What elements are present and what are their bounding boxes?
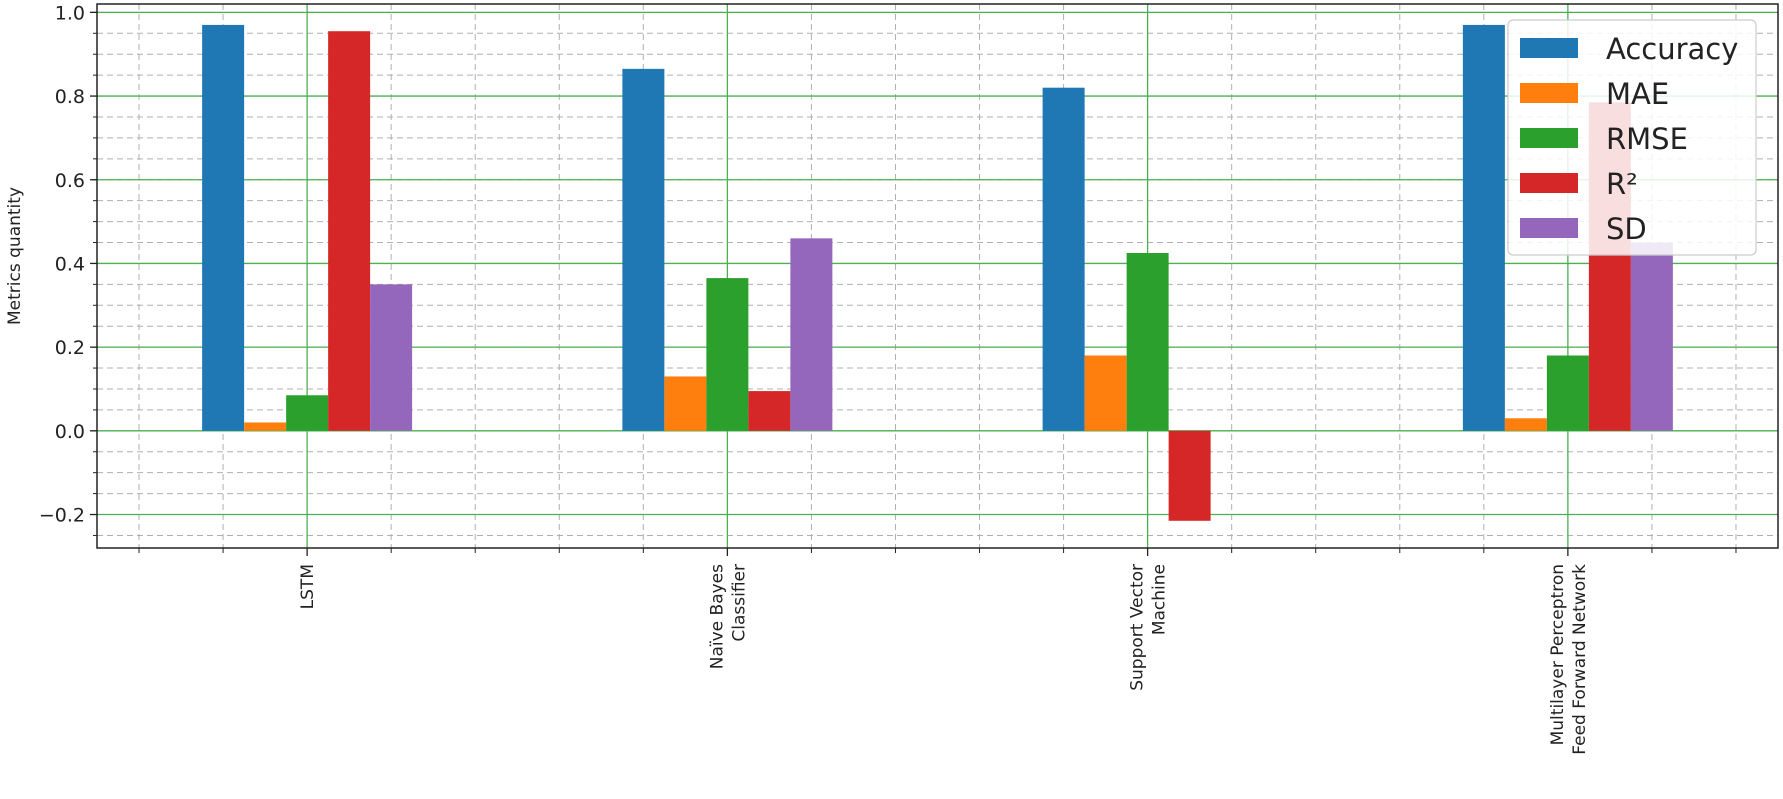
- y-tick-label: 0.0: [55, 421, 85, 443]
- x-tick-label-line: Machine: [1150, 564, 1170, 635]
- legend: Accuracy MAE RMSE R² SD: [1507, 19, 1757, 256]
- y-axis-title: Metrics quantity: [5, 187, 25, 325]
- x-tick-label-line: Support Vector: [1128, 564, 1148, 691]
- y-tick-label: 0.2: [55, 337, 85, 359]
- y-tick-label: 0.4: [55, 253, 85, 275]
- bar-rmse: [706, 278, 749, 431]
- bar-r: [748, 391, 791, 431]
- plot-frame: [96, 3, 1779, 549]
- bar-rmse: [1126, 252, 1169, 431]
- legend-swatch: [1520, 173, 1578, 193]
- axis-ticks: −0.2 0.0 0.2 0.4 0.6 0.8 1.0 LSTM Naïve Bayes Cla…: [39, 2, 1737, 755]
- bar-mae: [1084, 355, 1127, 431]
- x-tick-label-line: Naïve Bayes: [707, 564, 727, 669]
- bar-sd: [790, 238, 833, 431]
- x-tick-label-line: Feed Forward Network: [1570, 564, 1590, 755]
- y-tick-label: 0.6: [55, 170, 85, 192]
- x-tick-label-line: Classifier: [729, 564, 749, 642]
- bar-r: [1168, 430, 1211, 521]
- x-tick-label: Multilayer Perceptron Feed Forward Networ…: [1548, 564, 1590, 755]
- bars: [202, 24, 1673, 521]
- legend-swatch: [1520, 218, 1578, 238]
- bar-accuracy: [202, 24, 245, 431]
- bar-accuracy: [622, 68, 665, 431]
- legend-frame: [1507, 19, 1757, 256]
- legend-label: RMSE: [1606, 122, 1688, 156]
- bar-accuracy: [1042, 87, 1085, 431]
- legend-label: SD: [1606, 212, 1647, 246]
- bar-mae: [244, 422, 287, 431]
- x-tick-label: Support Vector Machine: [1128, 564, 1170, 691]
- legend-label: MAE: [1606, 77, 1669, 111]
- y-tick-label: 1.0: [55, 2, 85, 24]
- y-tick-label: 0.8: [55, 86, 85, 108]
- bar-mae: [1504, 418, 1547, 431]
- bar-accuracy: [1462, 24, 1505, 431]
- x-tick-label-line: LSTM: [298, 564, 318, 609]
- x-tick-label: Naïve Bayes Classifier: [707, 564, 749, 669]
- bar-rmse: [286, 395, 329, 431]
- bar-sd: [370, 284, 413, 431]
- bar-mae: [664, 376, 707, 431]
- x-tick-label-line: Multilayer Perceptron: [1548, 564, 1568, 745]
- legend-swatch: [1520, 83, 1578, 103]
- y-tick-label: −0.2: [39, 505, 85, 527]
- x-tick-label: LSTM: [298, 564, 318, 609]
- bar-r: [328, 31, 371, 431]
- legend-label: R²: [1606, 167, 1638, 201]
- legend-label: Accuracy: [1606, 32, 1738, 66]
- legend-swatch: [1520, 38, 1578, 58]
- bar-sd: [1630, 242, 1673, 431]
- bar-rmse: [1546, 355, 1589, 431]
- legend-swatch: [1520, 128, 1578, 148]
